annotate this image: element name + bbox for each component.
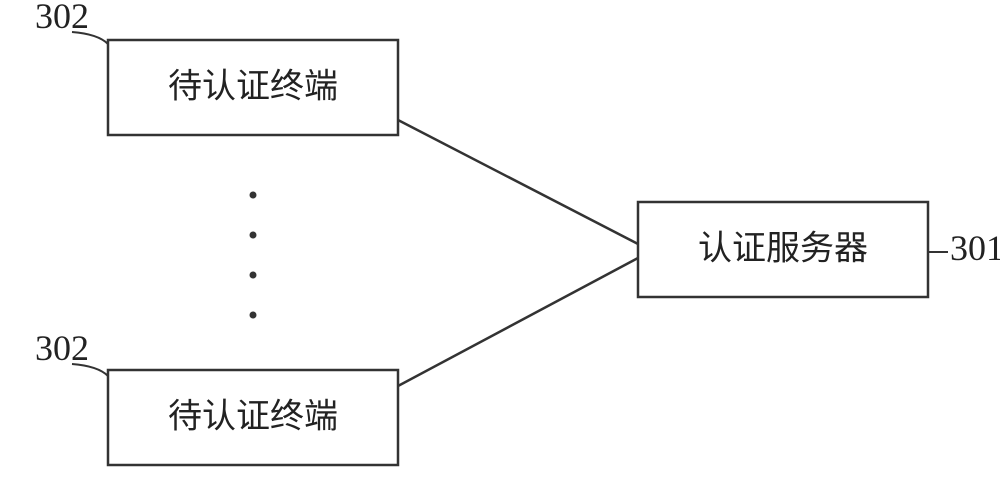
ref-number-server: 301 <box>950 228 1000 268</box>
ellipsis-dot-1 <box>250 232 257 239</box>
ref-number-terminal_top: 302 <box>35 0 89 36</box>
diagram-canvas: 待认证终端 302 待认证终端 302 认证服务器 301 <box>0 0 1000 504</box>
ellipsis-dot-3 <box>250 312 257 319</box>
node-label-terminal_top: 待认证终端 <box>168 67 338 105</box>
ref-number-terminal_bottom: 302 <box>35 328 89 368</box>
ellipsis-dot-0 <box>250 192 257 199</box>
node-label-terminal_bottom: 待认证终端 <box>168 397 338 435</box>
edge-terminal_bottom-to-server <box>398 258 638 386</box>
edge-terminal_top-to-server <box>398 120 638 244</box>
node-label-server: 认证服务器 <box>698 229 868 267</box>
ellipsis-dot-2 <box>250 272 257 279</box>
